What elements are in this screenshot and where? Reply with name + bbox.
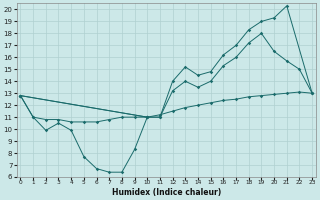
X-axis label: Humidex (Indice chaleur): Humidex (Indice chaleur) <box>112 188 221 197</box>
